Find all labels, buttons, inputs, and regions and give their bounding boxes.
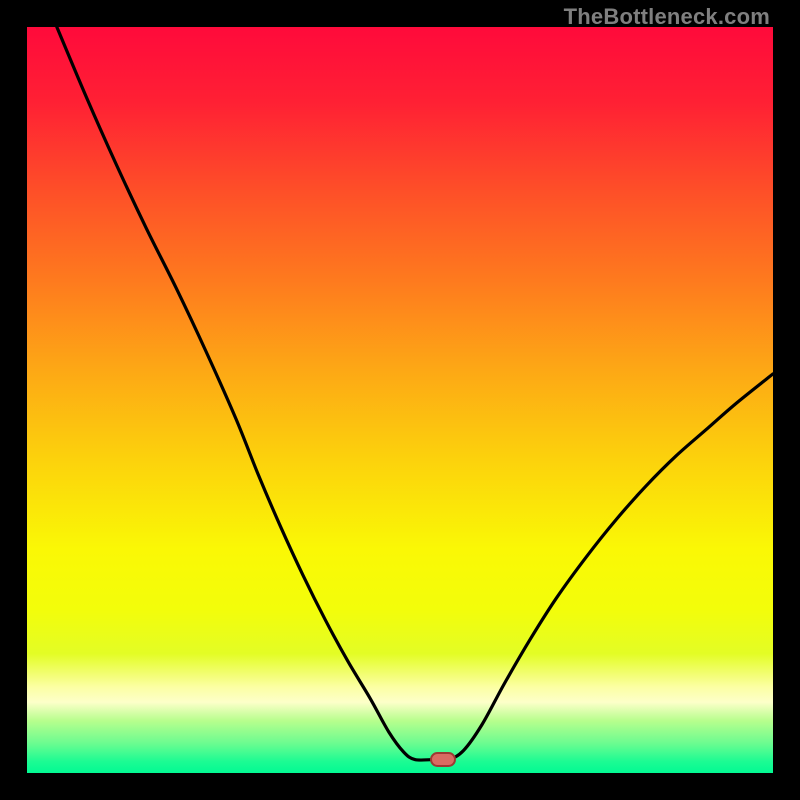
watermark-text: TheBottleneck.com	[564, 4, 770, 30]
minimum-marker	[430, 752, 456, 767]
plot-area	[27, 27, 773, 773]
bottleneck-curve	[57, 27, 773, 760]
curve-layer	[27, 27, 773, 773]
chart-frame: TheBottleneck.com	[0, 0, 800, 800]
